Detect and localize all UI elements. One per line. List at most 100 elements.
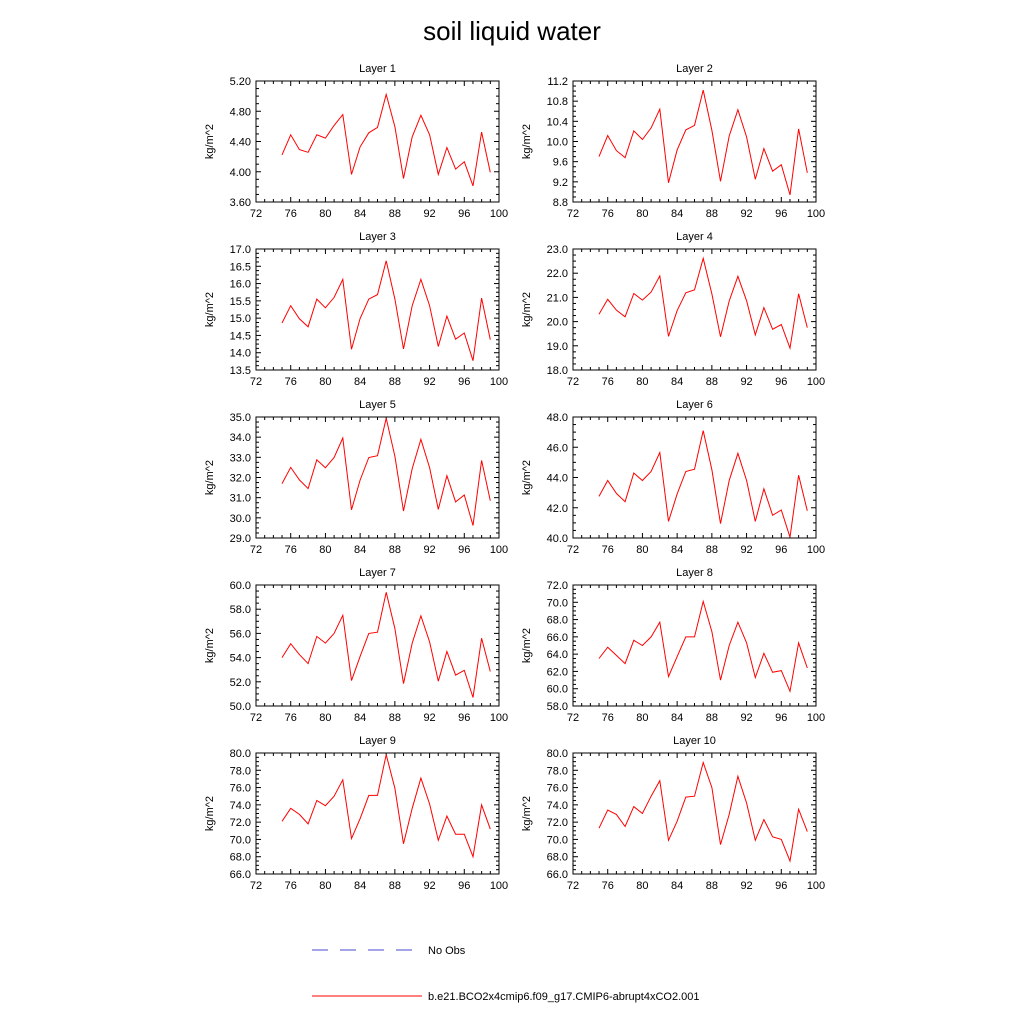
x-tick-label: 72: [250, 712, 262, 724]
y-axis-label: kg/m^2: [521, 124, 533, 159]
x-tick-label: 76: [602, 880, 614, 892]
panel-title: Layer 6: [676, 399, 713, 411]
y-tick-label: 30.0: [230, 513, 251, 525]
y-tick-label: 9.2: [553, 177, 568, 189]
y-tick-label: 4.40: [230, 137, 251, 149]
plot-frame: [572, 584, 817, 707]
y-tick-label: 60.0: [547, 684, 568, 696]
plot-frame: [255, 752, 500, 875]
y-tick-label: 76.0: [230, 783, 251, 795]
x-tick-label: 72: [250, 208, 262, 220]
x-tick-label: 76: [285, 208, 297, 220]
chart-panel: Layer 2 kg/m^2 72 76 80 84 88 92 96 100 8.8 9.2 9.6 1…: [521, 63, 825, 220]
x-tick-label: 84: [354, 544, 366, 556]
x-tick-label: 100: [490, 712, 508, 724]
y-tick-label: 3.60: [230, 197, 251, 209]
x-tick-label: 96: [458, 208, 470, 220]
x-tick-label: 76: [285, 880, 297, 892]
y-tick-label: 70.0: [547, 597, 568, 609]
y-tick-label: 72.0: [230, 817, 251, 829]
chart-panel: Layer 1 kg/m^2 72 76 80 84 88 92 96 100 3.60 4.00 4.…: [204, 63, 508, 220]
y-tick-label: 31.0: [230, 493, 251, 505]
x-tick-label: 72: [567, 712, 579, 724]
x-tick-label: 88: [389, 880, 401, 892]
x-tick-label: 92: [423, 544, 435, 556]
y-tick-label: 52.0: [230, 677, 251, 689]
x-tick-label: 80: [319, 376, 331, 388]
legend-label-model: b.e21.BCO2x4cmip6.f09_g17.CMIP6-abrupt4x…: [428, 991, 700, 1003]
panel-title: Layer 7: [359, 567, 396, 579]
x-tick-label: 92: [740, 376, 752, 388]
x-tick-label: 84: [671, 376, 683, 388]
y-tick-label: 46.0: [547, 442, 568, 454]
chart-panel: Layer 7 kg/m^2 72 76 80 84 88 92 96 100 50.0 52.0 54…: [204, 567, 508, 724]
y-tick-label: 62.0: [547, 666, 568, 678]
x-tick-label: 84: [671, 208, 683, 220]
y-tick-label: 78.0: [230, 765, 251, 777]
x-tick-label: 92: [423, 376, 435, 388]
x-tick-label: 88: [706, 376, 718, 388]
x-tick-label: 92: [423, 712, 435, 724]
y-tick-label: 22.0: [547, 268, 568, 280]
y-tick-label: 58.0: [230, 604, 251, 616]
y-tick-label: 15.0: [230, 313, 251, 325]
y-tick-label: 74.0: [230, 800, 251, 812]
y-axis-label: kg/m^2: [204, 292, 216, 327]
y-tick-label: 17.0: [230, 244, 251, 256]
x-tick-label: 76: [602, 376, 614, 388]
x-tick-label: 76: [602, 712, 614, 724]
y-tick-label: 70.0: [547, 834, 568, 846]
x-tick-label: 92: [740, 712, 752, 724]
panel-title: Layer 10: [673, 735, 716, 747]
y-tick-label: 14.0: [230, 348, 251, 360]
x-tick-label: 100: [490, 208, 508, 220]
x-tick-label: 76: [602, 544, 614, 556]
y-axis-label: kg/m^2: [204, 628, 216, 663]
x-tick-label: 80: [636, 208, 648, 220]
series-line: [598, 256, 808, 351]
y-tick-label: 14.5: [230, 330, 251, 342]
x-tick-label: 72: [567, 376, 579, 388]
x-tick-label: 72: [250, 880, 262, 892]
x-tick-label: 76: [602, 208, 614, 220]
x-tick-label: 96: [775, 544, 787, 556]
y-tick-label: 20.0: [547, 317, 568, 329]
x-tick-label: 80: [319, 880, 331, 892]
x-tick-label: 88: [706, 544, 718, 556]
x-tick-label: 80: [636, 376, 648, 388]
y-axis-label: kg/m^2: [204, 796, 216, 831]
series-line: [281, 92, 491, 187]
x-tick-label: 88: [389, 544, 401, 556]
x-tick-label: 84: [671, 880, 683, 892]
x-tick-label: 92: [740, 544, 752, 556]
x-tick-label: 96: [775, 712, 787, 724]
y-tick-label: 8.8: [553, 197, 568, 209]
x-tick-label: 84: [354, 376, 366, 388]
series-line: [598, 760, 808, 863]
x-tick-label: 80: [319, 208, 331, 220]
chart-panel: Layer 9 kg/m^2 72 76 80 84 88 92 96 100 66.0 68.0 70…: [204, 735, 508, 892]
x-tick-label: 84: [354, 712, 366, 724]
legend: No Obs b.e21.BCO2x4cmip6.f09_g17.CMIP6-a…: [312, 945, 700, 1003]
x-tick-label: 72: [567, 880, 579, 892]
x-tick-label: 88: [389, 208, 401, 220]
y-tick-label: 80.0: [547, 748, 568, 760]
y-axis-label: kg/m^2: [204, 124, 216, 159]
x-tick-label: 72: [567, 544, 579, 556]
chart-panel: Layer 4 kg/m^2 72 76 80 84 88 92 96 100 18.0 19.0 20…: [521, 231, 825, 388]
y-axis-label: kg/m^2: [521, 628, 533, 663]
x-tick-label: 80: [636, 544, 648, 556]
panel-title: Layer 9: [359, 735, 396, 747]
chart-panel: Layer 8 kg/m^2 72 76 80 84 88 92 96 100 58.0 60.0 62…: [521, 567, 825, 724]
y-tick-label: 16.0: [230, 279, 251, 291]
chart-panel: Layer 6 kg/m^2 72 76 80 84 88 92 96 100 40.0 42.0 44…: [521, 399, 825, 556]
x-tick-label: 88: [389, 712, 401, 724]
x-tick-label: 100: [490, 880, 508, 892]
x-tick-label: 100: [490, 544, 508, 556]
x-tick-label: 100: [490, 376, 508, 388]
panel-title: Layer 8: [676, 567, 713, 579]
x-tick-label: 80: [636, 712, 648, 724]
x-tick-label: 80: [636, 880, 648, 892]
plot-frame: [572, 416, 817, 539]
panel-title: Layer 2: [676, 63, 713, 75]
